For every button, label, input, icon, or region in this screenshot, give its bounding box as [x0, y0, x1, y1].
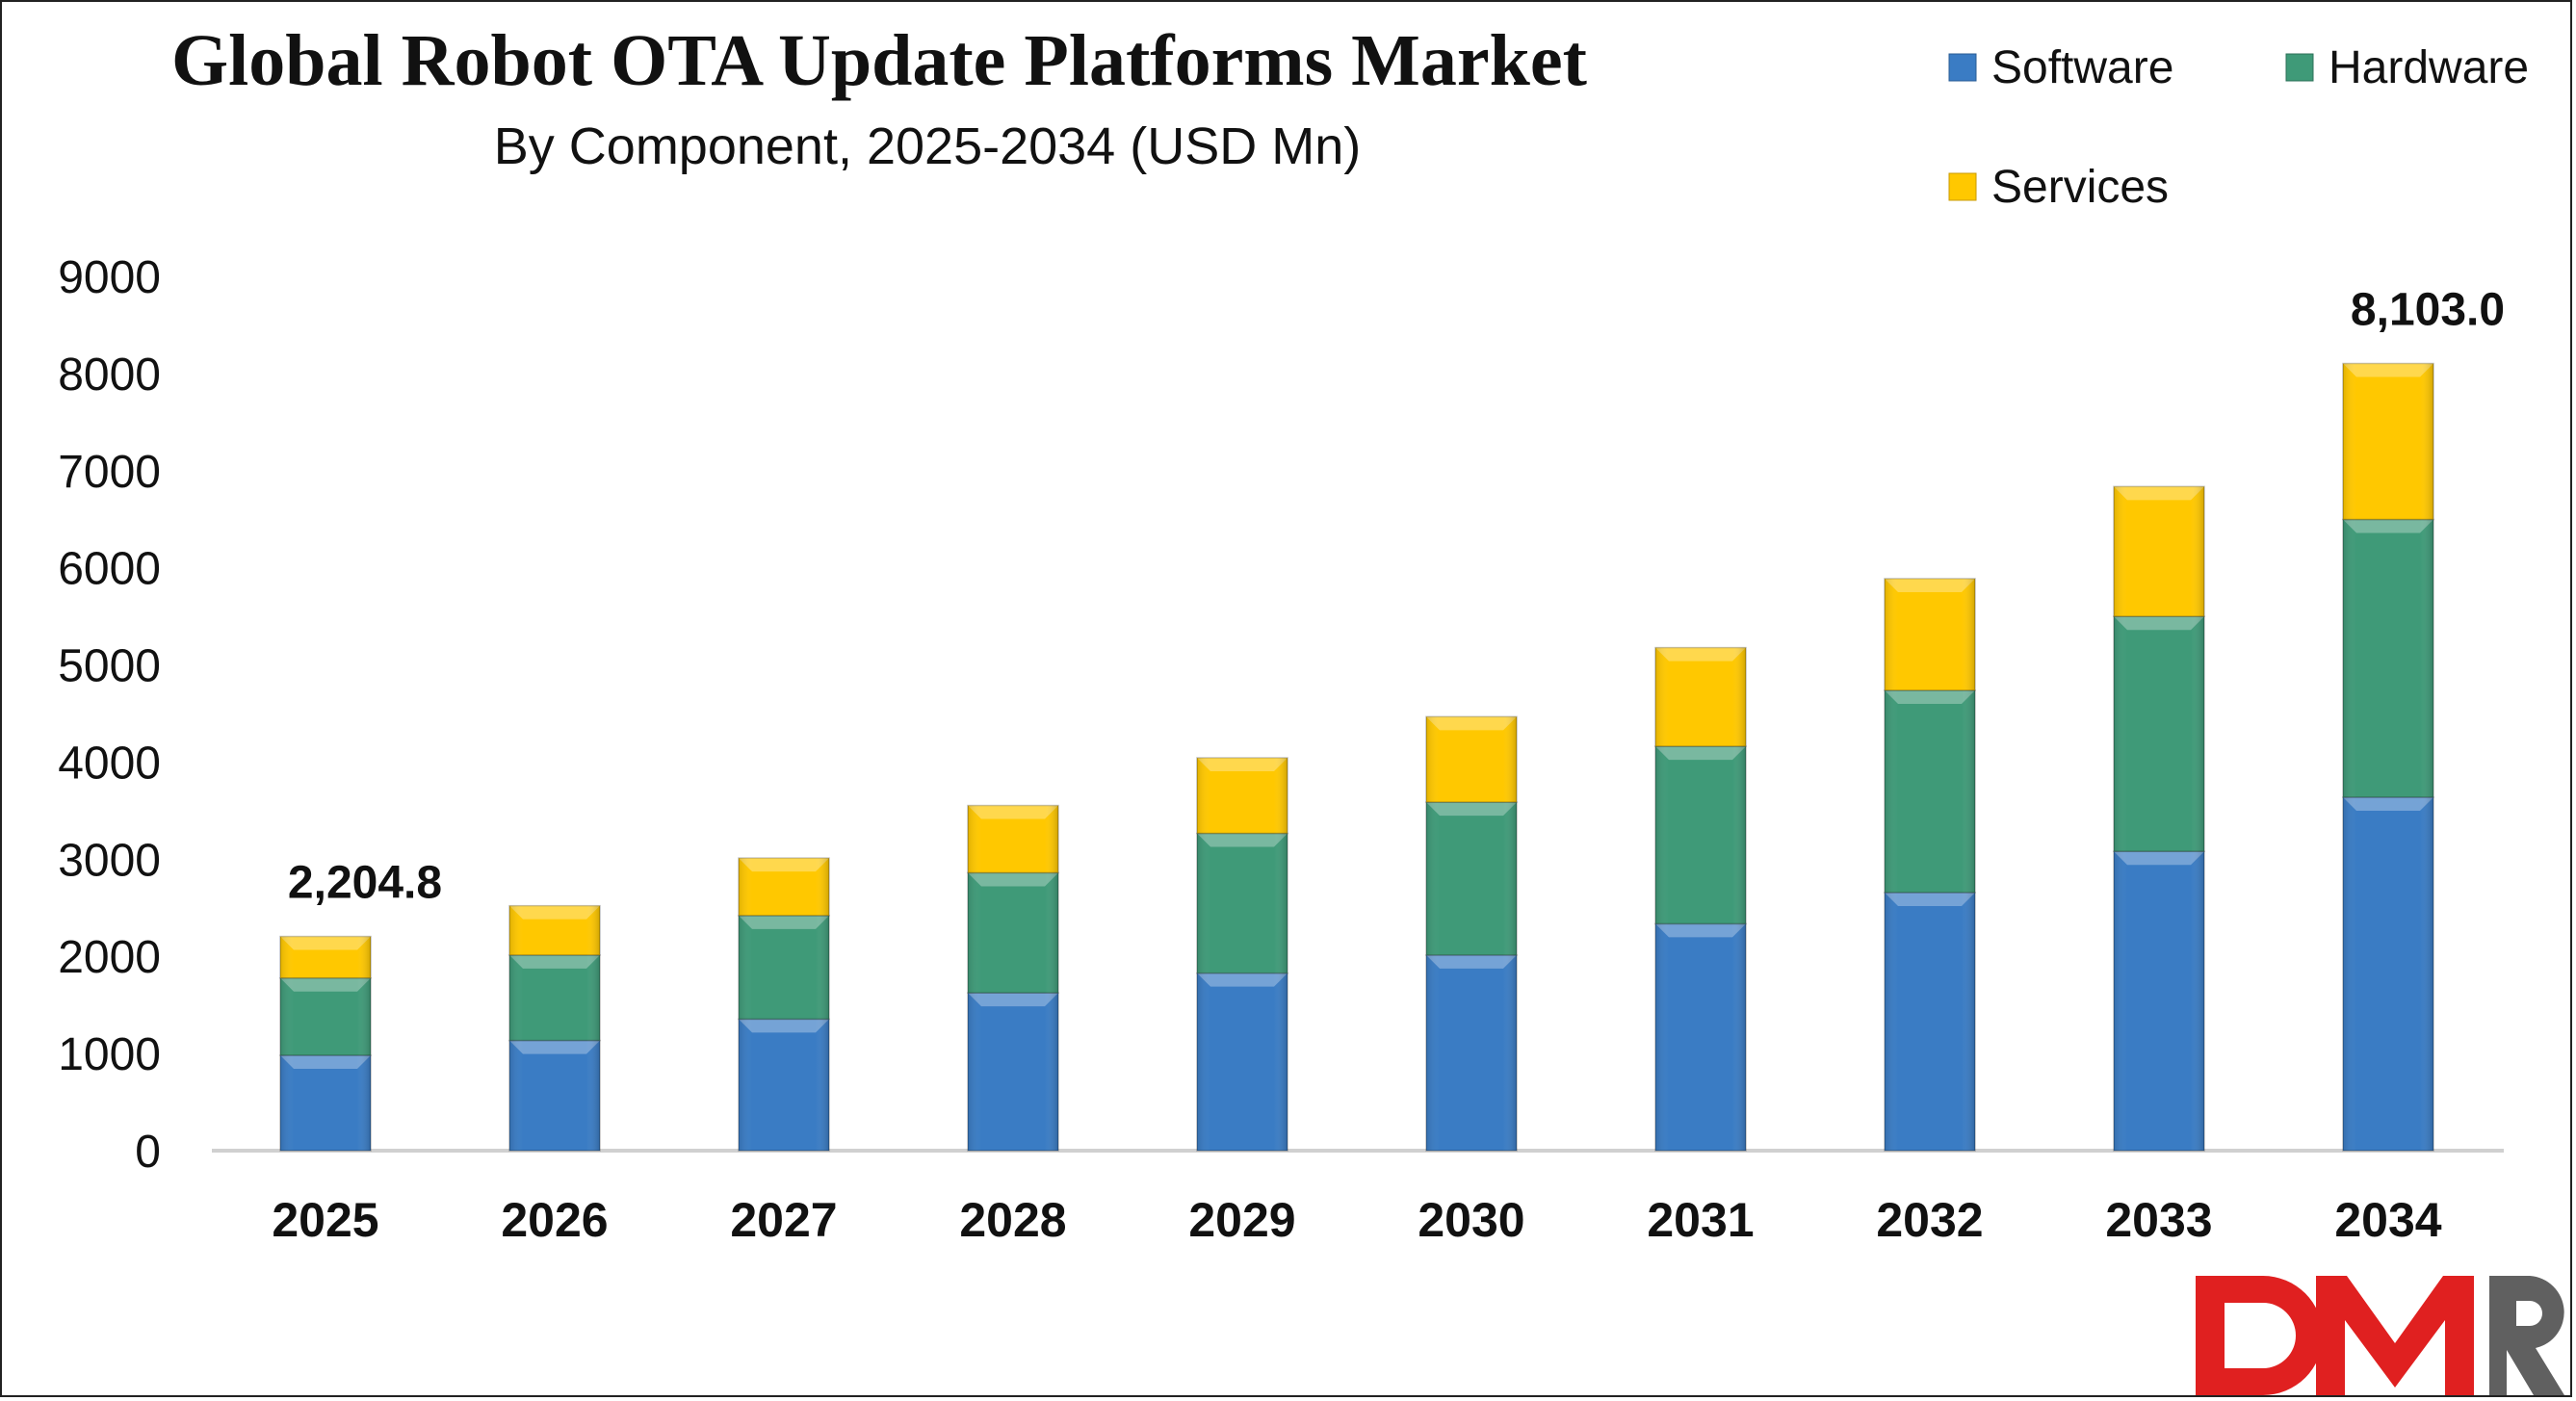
bar-stack-2025 [279, 935, 372, 1152]
legend-label-hardware: Hardware [2329, 42, 2529, 93]
bar-shading [509, 905, 600, 955]
x-axis: 2025 2026 2027 2028 2029 2030 2031 2032 2033 2034 [272, 1193, 2441, 1247]
legend-swatch-hardware [2285, 53, 2314, 82]
x-tick-label: 2031 [1647, 1193, 1754, 1247]
bar-shading [1426, 954, 1517, 1151]
bar-stack-2032 [1884, 578, 1976, 1152]
bar-shading [968, 805, 1058, 873]
bar-stack-2026 [508, 904, 601, 1152]
bar-stack-2030 [1425, 715, 1518, 1152]
y-tick-label: 4000 [58, 738, 161, 789]
y-tick-label: 1000 [58, 1029, 161, 1080]
x-tick-label: 2029 [1188, 1193, 1295, 1247]
y-tick-label: 9000 [58, 252, 161, 303]
bar-stack-2027 [738, 857, 830, 1152]
chart-title: Global Robot OTA Update Platforms Market [171, 20, 1587, 101]
y-tick-label: 6000 [58, 544, 161, 595]
bar-shading [2343, 363, 2433, 520]
bar-shading [509, 1040, 600, 1151]
data-label-2034: 8,103.0 [2351, 284, 2505, 335]
bar-shading [1197, 833, 1288, 973]
bar-shading [1197, 973, 1288, 1151]
logo-letter-m [2316, 1276, 2474, 1395]
bar-shading [1655, 923, 1746, 1151]
bar-shading [1655, 746, 1746, 924]
bar-shading [739, 915, 829, 1020]
y-tick-label: 8000 [58, 350, 161, 401]
bar-stack-2029 [1196, 757, 1288, 1152]
bar-stack-2028 [967, 804, 1059, 1152]
y-tick-label: 2000 [58, 932, 161, 983]
bar-stack-2031 [1654, 646, 1747, 1152]
bar-stack-2033 [2113, 485, 2205, 1152]
bar-shading [968, 993, 1058, 1151]
legend-item-software: Software [1948, 42, 2173, 93]
bar-shading [2114, 616, 2204, 852]
x-tick-label: 2026 [501, 1193, 608, 1247]
dmr-logo [2196, 1276, 2564, 1395]
bar-shading [1655, 647, 1746, 747]
bar-shading [2343, 796, 2433, 1151]
legend-item-services: Services [1948, 162, 2169, 213]
legend-label-software: Software [1991, 42, 2173, 93]
legend-swatch-software [1948, 53, 1977, 82]
bar-shading [1426, 716, 1517, 803]
x-tick-label: 2028 [959, 1193, 1066, 1247]
x-tick-label: 2032 [1876, 1193, 1983, 1247]
logo-letter-d [2196, 1276, 2323, 1395]
bar-shading [968, 872, 1058, 994]
x-tick-label: 2034 [2334, 1193, 2441, 1247]
bar-shading [1885, 689, 1975, 893]
bars [279, 362, 2434, 1152]
x-tick-label: 2027 [730, 1193, 837, 1247]
bar-shading [2343, 519, 2433, 797]
bar-shading [280, 977, 371, 1056]
legend-swatch-services [1948, 172, 1977, 201]
bar-shading [2114, 486, 2204, 617]
x-tick-label: 2030 [1418, 1193, 1524, 1247]
legend-item-hardware: Hardware [2285, 42, 2529, 93]
bar-shading [2114, 851, 2204, 1151]
bar-shading [509, 954, 600, 1041]
logo-letter-r [2489, 1276, 2564, 1395]
y-tick-label: 5000 [58, 641, 161, 692]
x-tick-label: 2025 [272, 1193, 378, 1247]
y-tick-label: 3000 [58, 835, 161, 886]
bar-shading [739, 858, 829, 916]
x-tick-label: 2033 [2105, 1193, 2212, 1247]
chart-subtitle: By Component, 2025-2034 (USD Mn) [494, 117, 1361, 175]
data-labels: 2,204.8 8,103.0 [288, 284, 2505, 908]
bar-shading [1885, 892, 1975, 1151]
legend-label-services: Services [1991, 162, 2169, 213]
data-label-2025: 2,204.8 [288, 858, 442, 909]
y-tick-label: 0 [135, 1127, 161, 1178]
bar-shading [1197, 758, 1288, 834]
y-tick-label: 7000 [58, 447, 161, 498]
bar-shading [739, 1019, 829, 1151]
bar-shading [280, 1055, 371, 1151]
bar-shading [280, 936, 371, 978]
bar-shading [1426, 802, 1517, 955]
bar-stack-2034 [2342, 362, 2434, 1152]
bar-shading [1885, 578, 1975, 690]
y-axis: 0 1000 2000 3000 4000 5000 6000 7000 8000 9000 [58, 252, 161, 1178]
legend: Software Hardware Services [1948, 42, 2529, 213]
